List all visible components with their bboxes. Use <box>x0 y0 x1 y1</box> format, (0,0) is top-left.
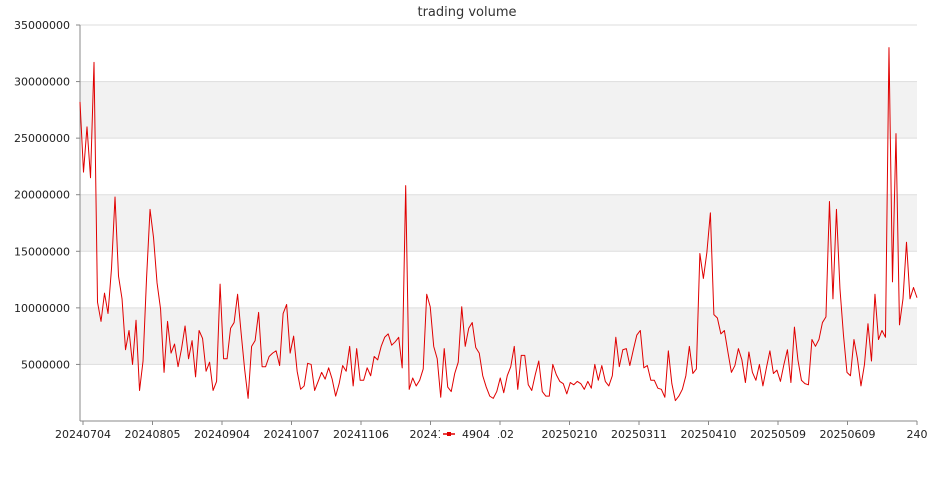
y-tick-label: 20000000 <box>14 189 70 202</box>
x-tick-label: 20250210 <box>542 428 598 441</box>
legend-background <box>440 427 498 441</box>
legend-label: 4904 <box>462 428 490 441</box>
x-tick-label: 20240704 <box>55 428 111 441</box>
y-tick-label: 30000000 <box>14 76 70 89</box>
chart-title: trading volume <box>417 5 516 20</box>
legend-swatch-marker <box>447 432 451 436</box>
x-tick-label: 20250509 <box>750 428 806 441</box>
x-axis-ticks: 20240704 20240805 20240904 20241007 20241106… <box>55 421 928 441</box>
x-tick-label: 240 <box>907 428 928 441</box>
y-tick-label: 25000000 <box>14 132 70 145</box>
plot-band <box>80 194 917 252</box>
x-tick-label: 20240805 <box>125 428 181 441</box>
x-tick-label: 20241007 <box>264 428 320 441</box>
legend: 4904 <box>440 427 498 441</box>
x-tick-label: 20250609 <box>820 428 876 441</box>
plot-band <box>80 81 917 139</box>
series-group <box>79 47 918 402</box>
y-tick-label: 35000000 <box>14 19 70 32</box>
plot-background-bands <box>80 81 917 365</box>
y-tick-label: 15000000 <box>14 245 70 258</box>
x-tick-label: 20240904 <box>194 428 250 441</box>
y-axis-ticks: 5000000 10000000 15000000 20000000 25000000 3… <box>14 19 80 371</box>
x-tick-label: 20250410 <box>681 428 737 441</box>
y-tick-label: 5000000 <box>21 358 70 371</box>
x-tick-label: 20250311 <box>611 428 667 441</box>
plot-band <box>80 307 917 365</box>
series-line-4904 <box>79 47 918 402</box>
x-tick-label: 20241106 <box>333 428 389 441</box>
y-tick-label: 10000000 <box>14 302 70 315</box>
